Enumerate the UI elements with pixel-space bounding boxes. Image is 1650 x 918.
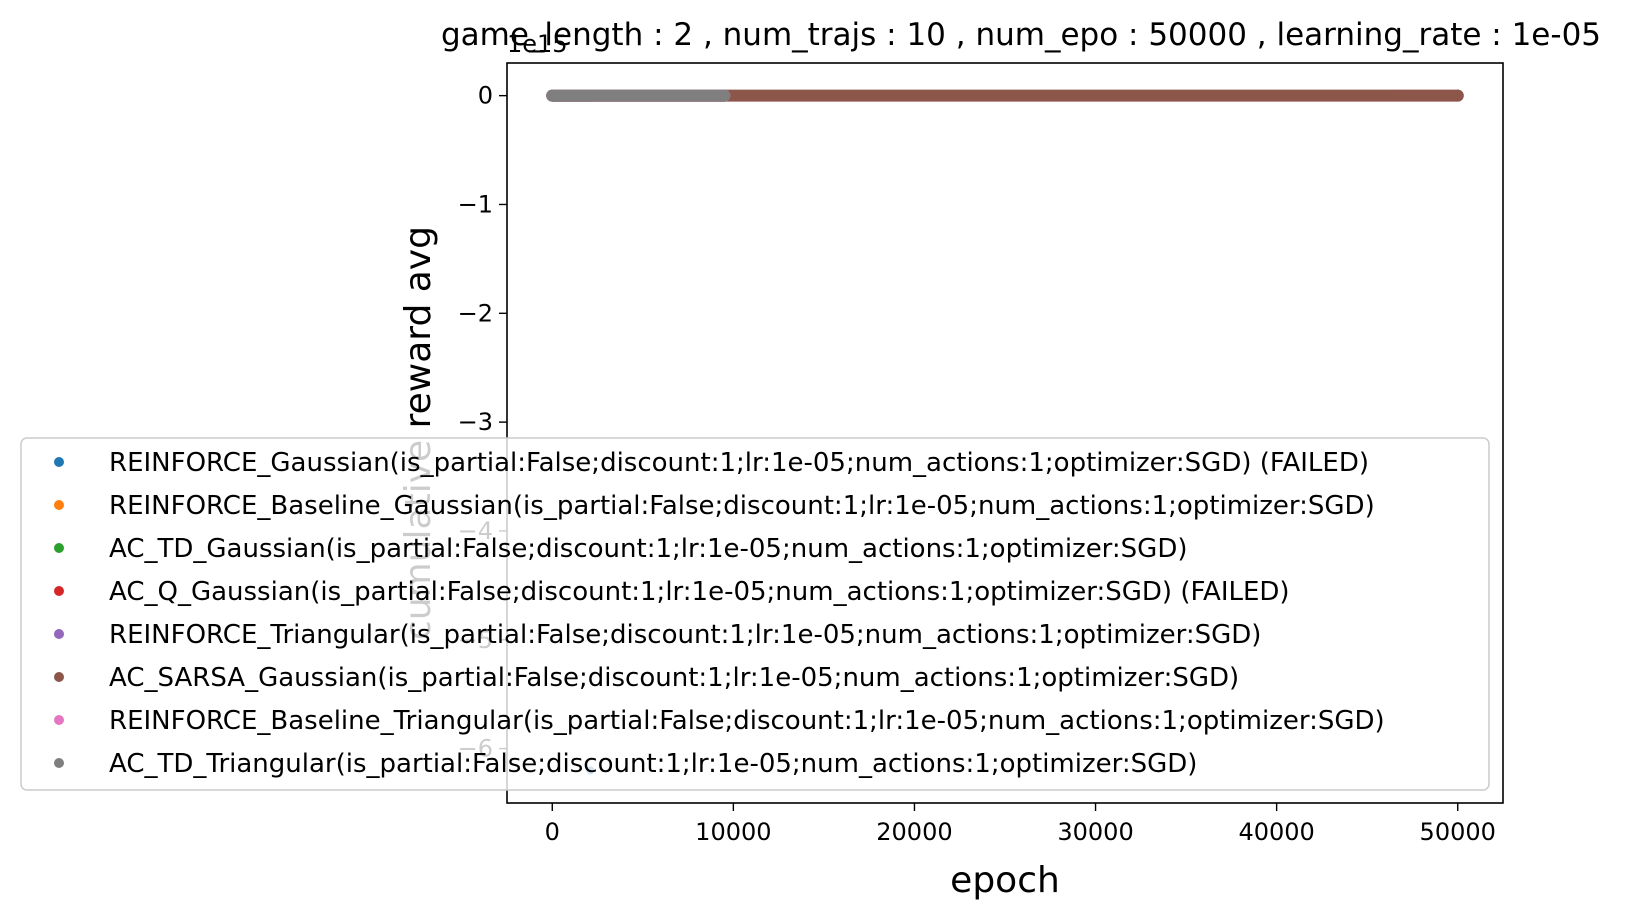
x-tick-label: 40000	[1238, 818, 1314, 846]
legend-entry: AC_Q_Gaussian(is_partial:False;discount:…	[54, 577, 1290, 607]
legend-marker	[54, 758, 64, 768]
legend-marker	[54, 629, 64, 639]
legend-label: REINFORCE_Baseline_Triangular(is_partial…	[109, 706, 1385, 736]
legend-label: AC_TD_Gaussian(is_partial:False;discount…	[109, 534, 1188, 564]
series-7	[546, 89, 731, 102]
axes-border	[506, 62, 1504, 804]
chart-title: game_length : 2 , num_trajs : 10 , num_e…	[441, 17, 1601, 53]
y-tick-label: −2	[458, 299, 493, 327]
legend-marker	[54, 543, 64, 553]
x-tick-label: 30000	[1057, 818, 1133, 846]
legend-entry: REINFORCE_Gaussian(is_partial:False;disc…	[54, 448, 1369, 478]
x-tick-label: 0	[545, 818, 560, 846]
legend-label: AC_TD_Triangular(is_partial:False;discou…	[109, 749, 1197, 779]
legend-entry: AC_TD_Triangular(is_partial:False;discou…	[54, 749, 1197, 779]
legend-marker	[54, 457, 64, 467]
series-end-point	[1451, 89, 1464, 102]
legend-label: AC_Q_Gaussian(is_partial:False;discount:…	[109, 577, 1290, 607]
y-offset-text: 1e15	[507, 30, 568, 58]
legend-entry: REINFORCE_Triangular(is_partial:False;di…	[54, 620, 1261, 650]
y-tick-label: 0	[478, 82, 493, 110]
legend-marker	[54, 586, 64, 596]
x-tick-label: 20000	[876, 818, 952, 846]
legend-marker	[54, 715, 64, 725]
x-tick-label: 50000	[1420, 818, 1496, 846]
legend-label: REINFORCE_Baseline_Gaussian(is_partial:F…	[109, 491, 1375, 521]
y-tick-label: −1	[458, 190, 493, 218]
legend-entry: AC_TD_Gaussian(is_partial:False;discount…	[54, 534, 1188, 564]
legend-label: AC_SARSA_Gaussian(is_partial:False;disco…	[109, 663, 1239, 693]
x-tick-label: 10000	[695, 818, 771, 846]
legend-label: REINFORCE_Gaussian(is_partial:False;disc…	[109, 448, 1369, 478]
y-tick-label: −3	[458, 408, 493, 436]
series-end-point	[718, 89, 731, 102]
legend: REINFORCE_Gaussian(is_partial:False;disc…	[20, 437, 1490, 791]
legend-label: REINFORCE_Triangular(is_partial:False;di…	[109, 620, 1261, 650]
legend-entry: REINFORCE_Baseline_Triangular(is_partial…	[54, 706, 1385, 736]
legend-entry: AC_SARSA_Gaussian(is_partial:False;disco…	[54, 663, 1239, 693]
legend-frame	[20, 437, 1490, 791]
legend-marker	[54, 500, 64, 510]
series-layer	[546, 89, 1464, 775]
axes-frame	[506, 62, 1504, 804]
legend-marker	[54, 672, 64, 682]
legend-entry: REINFORCE_Baseline_Gaussian(is_partial:F…	[54, 491, 1375, 521]
x-axis-label: epoch	[950, 860, 1060, 901]
